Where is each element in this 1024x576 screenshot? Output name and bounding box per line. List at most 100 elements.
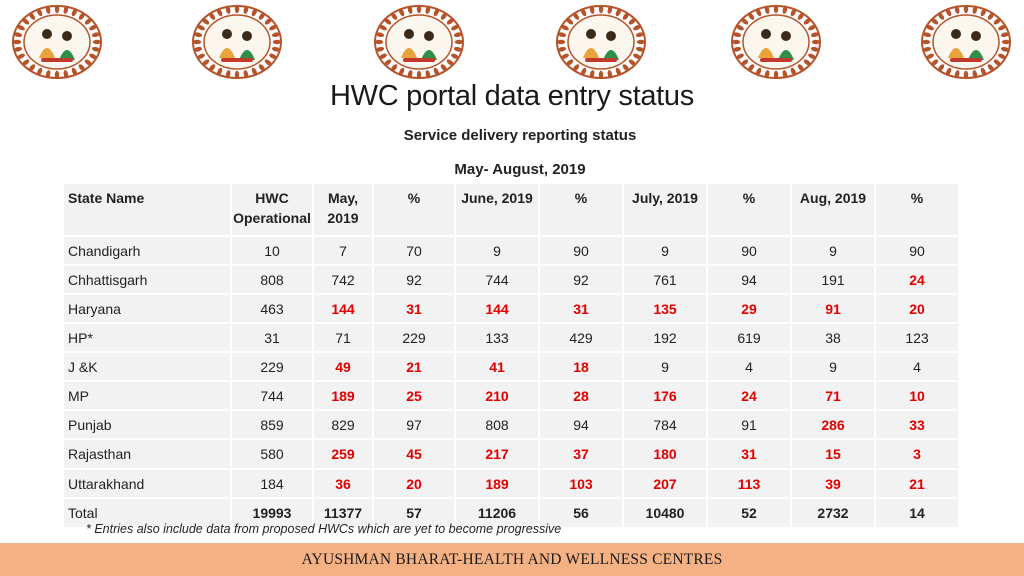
table-cell: 10480 — [624, 499, 706, 527]
table-cell: 71 — [792, 382, 874, 409]
footer-text: AYUSHMAN BHARAT-HEALTH AND WELLNESS CENT… — [301, 550, 723, 568]
table-cell: 45 — [374, 440, 454, 468]
table-cell: 31 — [540, 295, 622, 322]
column-header: Aug, 2019 — [792, 184, 874, 235]
table-cell: 123 — [876, 324, 958, 351]
table-cell: 71 — [314, 324, 372, 351]
table-cell: 4 — [708, 353, 790, 380]
table-cell: 20 — [876, 295, 958, 322]
table-cell: 144 — [314, 295, 372, 322]
column-header: % — [540, 184, 622, 235]
table-cell: 38 — [792, 324, 874, 351]
table-cell: 90 — [876, 237, 958, 264]
table-cell: 11377 — [314, 499, 372, 527]
table-cell: 207 — [624, 470, 706, 497]
table-cell: 94 — [540, 411, 622, 438]
page-title: HWC portal data entry status — [330, 80, 694, 112]
table-cell: 31 — [232, 324, 312, 351]
counselling-illustration — [730, 4, 822, 80]
table-cell: 97 — [374, 411, 454, 438]
table-cell: 11206 — [456, 499, 538, 527]
table-cell: 24 — [708, 382, 790, 409]
health-worker-illustration — [191, 4, 283, 80]
community-group-illustration — [920, 4, 1012, 80]
table-cell: 94 — [708, 266, 790, 293]
table-cell: 619 — [708, 324, 790, 351]
page-subtitle: Service delivery reporting status — [403, 127, 637, 144]
table-cell: 113 — [708, 470, 790, 497]
table-cell: 176 — [624, 382, 706, 409]
table-cell: 41 — [456, 353, 538, 380]
logo-strip — [0, 4, 1024, 82]
table-cell: 189 — [456, 470, 538, 497]
table-cell: 31 — [708, 440, 790, 468]
table-cell: 4 — [876, 353, 958, 380]
table-cell: 189 — [314, 382, 372, 409]
table-cell: 744 — [232, 382, 312, 409]
table-cell: 9 — [792, 237, 874, 264]
table-cell: 9 — [792, 353, 874, 380]
table-cell: 25 — [374, 382, 454, 409]
table-cell: 10 — [876, 382, 958, 409]
table-cell: 103 — [540, 470, 622, 497]
state-name-cell: Haryana — [64, 295, 230, 322]
column-header: % — [374, 184, 454, 235]
table-cell: 180 — [624, 440, 706, 468]
table-cell: 229 — [232, 353, 312, 380]
table-cell: 28 — [540, 382, 622, 409]
table-cell: 286 — [792, 411, 874, 438]
state-name-cell: J &K — [64, 353, 230, 380]
table-cell: 20 — [374, 470, 454, 497]
table-cell: 90 — [540, 237, 622, 264]
table-cell: 14 — [876, 499, 958, 527]
table-cell: 429 — [540, 324, 622, 351]
table-cell: 39 — [792, 470, 874, 497]
table-cell: 10 — [232, 237, 312, 264]
care-giver-illustration — [11, 4, 103, 80]
table-cell: 91 — [708, 411, 790, 438]
table-cell: 24 — [876, 266, 958, 293]
column-header: % — [708, 184, 790, 235]
column-header: HWC Operational — [232, 184, 312, 235]
table-cell: 2732 — [792, 499, 874, 527]
table-cell: 229 — [374, 324, 454, 351]
table-cell: 49 — [314, 353, 372, 380]
table-cell: 808 — [456, 411, 538, 438]
table-cell: 808 — [232, 266, 312, 293]
community-meeting-illustration — [373, 4, 465, 80]
table-cell: 829 — [314, 411, 372, 438]
table-cell: 18 — [540, 353, 622, 380]
state-name-cell: Chhattisgarh — [64, 266, 230, 293]
footer-banner: AYUSHMAN BHARAT-HEALTH AND WELLNESS CENT… — [0, 543, 1024, 576]
table-cell: 33 — [876, 411, 958, 438]
table-cell: 463 — [232, 295, 312, 322]
table-cell: 19993 — [232, 499, 312, 527]
table-cell: 15 — [792, 440, 874, 468]
table-cell: 36 — [314, 470, 372, 497]
table-cell: 52 — [708, 499, 790, 527]
table-cell: 184 — [232, 470, 312, 497]
column-header: June, 2019 — [456, 184, 538, 235]
table-cell: 3 — [876, 440, 958, 468]
table-cell: 259 — [314, 440, 372, 468]
table-cell: 29 — [708, 295, 790, 322]
table-cell: 9 — [624, 237, 706, 264]
table-cell: 21 — [374, 353, 454, 380]
table-cell: 784 — [624, 411, 706, 438]
table-cell: 57 — [374, 499, 454, 527]
table-cell: 37 — [540, 440, 622, 468]
column-header: State Name — [64, 184, 230, 235]
table-cell: 210 — [456, 382, 538, 409]
table-cell: 135 — [624, 295, 706, 322]
column-header: % — [876, 184, 958, 235]
table-cell: 7 — [314, 237, 372, 264]
table-cell: 742 — [314, 266, 372, 293]
column-header: May, 2019 — [314, 184, 372, 235]
data-entry-table: State Name HWC Operational May, 2019% June,… — [64, 184, 968, 527]
table-cell: 133 — [456, 324, 538, 351]
table-cell: 859 — [232, 411, 312, 438]
table-cell: 21 — [876, 470, 958, 497]
table-cell: 192 — [624, 324, 706, 351]
state-name-cell: Chandigarh — [64, 237, 230, 264]
table-cell: 9 — [624, 353, 706, 380]
